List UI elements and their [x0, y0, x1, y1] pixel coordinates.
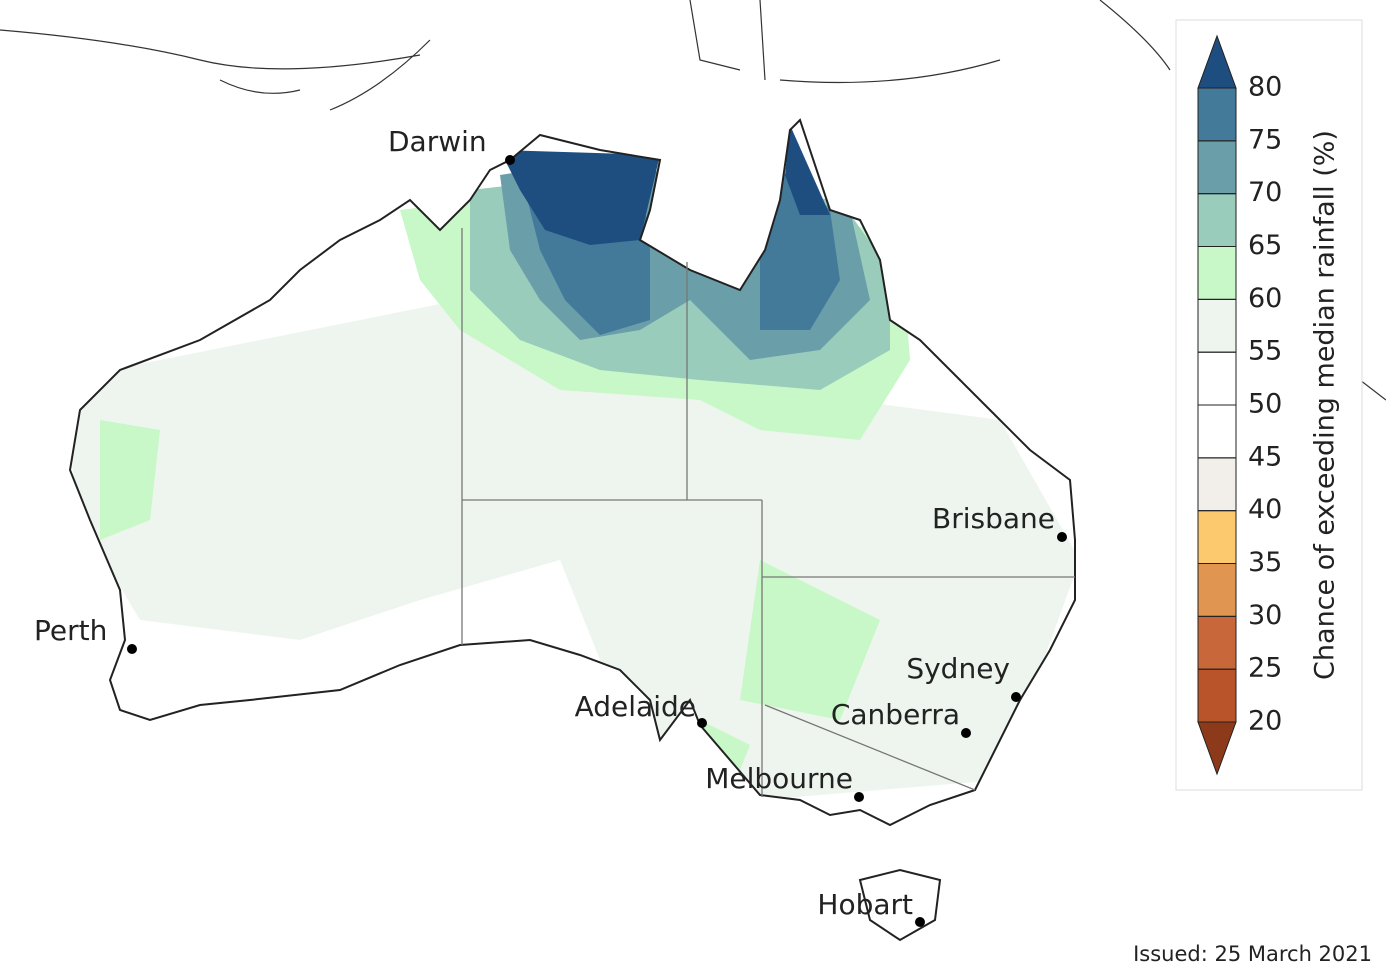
city-label: Canberra	[831, 698, 960, 731]
city-dot	[1057, 532, 1067, 542]
tick-label: 25	[1248, 653, 1282, 684]
city-dot	[854, 792, 864, 802]
colorbar-bin	[1197, 510, 1237, 564]
tick-label: 55	[1248, 336, 1282, 367]
colorbar-bin	[1197, 140, 1237, 195]
city-label: Perth	[34, 614, 107, 647]
city-dot	[505, 155, 515, 165]
tick-label: 80	[1248, 72, 1282, 103]
cities: Darwin Brisbane Perth Sydney Adelaide Canberr…	[34, 125, 1067, 927]
tick-label: 70	[1248, 177, 1282, 208]
tick-label: 45	[1248, 441, 1282, 472]
city-dot	[915, 917, 925, 927]
tick-label: 20	[1248, 706, 1282, 737]
legend-label: Chance of exceeding median rainfall (%)	[1310, 130, 1341, 680]
colorbar-bin	[1197, 404, 1237, 459]
tick-label: 30	[1248, 600, 1282, 631]
city-label: Brisbane	[932, 502, 1055, 535]
city-dot	[127, 644, 137, 654]
city-label: Melbourne	[705, 762, 853, 795]
shade-region	[500, 125, 830, 245]
city-label: Sydney	[906, 652, 1010, 685]
city-label: Hobart	[817, 888, 913, 921]
state-borders	[461, 228, 1075, 797]
tick-label: 50	[1248, 389, 1282, 420]
city-label: Darwin	[388, 125, 487, 158]
colorbar-bin	[1197, 246, 1237, 300]
tick-label: 65	[1248, 230, 1282, 261]
neighbour-coasts	[0, 0, 1386, 401]
colorbar-bin	[1197, 668, 1237, 723]
tick-label: 35	[1248, 547, 1282, 578]
city-dot	[1011, 692, 1021, 702]
colorbar: 20 25 30 35 40 45 50 55 60 65 70 75 80	[1197, 34, 1282, 776]
colorbar-bin	[1197, 298, 1237, 353]
city-dot	[697, 718, 707, 728]
colorbar-bin	[1197, 87, 1237, 142]
rainfall-shading	[70, 125, 1075, 800]
colorbar-bin	[1197, 457, 1237, 512]
colorbar-bin	[1197, 563, 1237, 617]
colorbar-bin	[1197, 615, 1237, 670]
tick-label: 75	[1248, 124, 1282, 155]
city-label: Adelaide	[575, 690, 696, 723]
tick-label: 40	[1248, 494, 1282, 525]
issued-date: Issued: 25 March 2021	[1133, 942, 1372, 966]
colorbar-bin	[1197, 193, 1237, 248]
tick-label: 60	[1248, 283, 1282, 314]
colorbar-bin	[1197, 351, 1237, 406]
city-dot	[961, 728, 971, 738]
